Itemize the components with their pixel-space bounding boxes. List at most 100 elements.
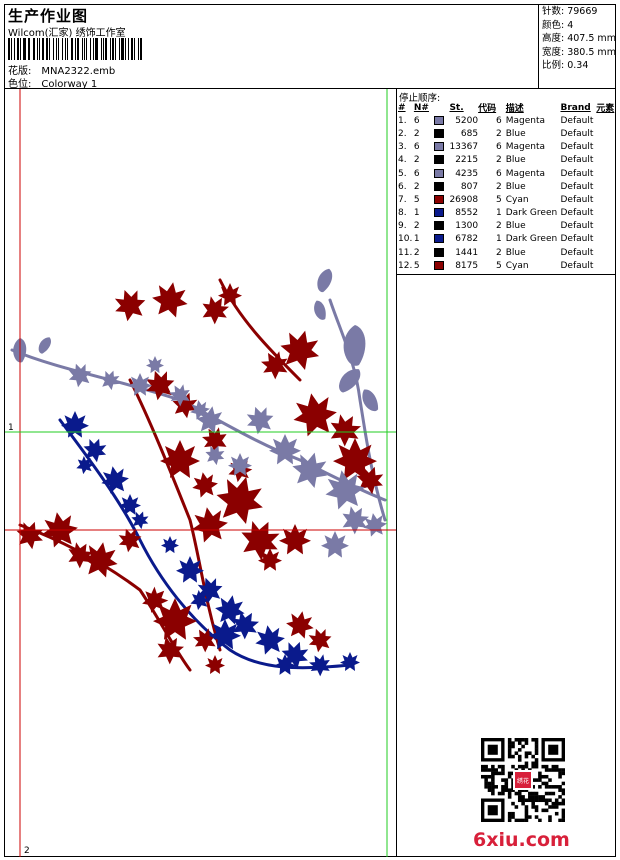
- row-description: Dark Green: [505, 208, 558, 219]
- leaf-stitch-texture: [190, 400, 210, 420]
- qr-module: [548, 778, 552, 782]
- leaf-stitch-texture: [314, 300, 326, 320]
- qr-module: [534, 795, 539, 799]
- leaf-stitch-texture: [202, 296, 229, 325]
- qr-module: [558, 818, 562, 822]
- barcode-bar: [45, 38, 49, 60]
- qr-module: [517, 748, 522, 752]
- qr-module: [528, 795, 532, 799]
- barcode-bar: [93, 38, 95, 60]
- qr-module: [491, 778, 495, 782]
- row-stitches: 5200: [455, 115, 479, 126]
- qr-module: [534, 744, 539, 749]
- barcode-bar: [42, 38, 44, 60]
- row-brand: Default: [560, 128, 594, 139]
- barcode-bar: [55, 38, 58, 60]
- qr-module: [548, 815, 552, 819]
- barcode-bar: [103, 38, 105, 60]
- leaf-stitch-texture: [309, 654, 330, 677]
- barcode-bar: [49, 38, 50, 60]
- qr-module: [531, 778, 535, 782]
- qr-module: [524, 798, 529, 803]
- qr-module: [561, 801, 565, 806]
- row-index: 12.: [398, 260, 413, 271]
- leaf-stitch-texture: [205, 655, 225, 674]
- qr-module: [551, 791, 556, 796]
- qr-module: [548, 785, 552, 789]
- qr-module: [517, 741, 522, 745]
- leaf-stitch-texture: [145, 370, 175, 401]
- qr-module: [544, 791, 549, 796]
- row-brand: Default: [560, 142, 594, 153]
- qr-module: [534, 751, 539, 755]
- leaf-stitch-texture: [119, 494, 141, 515]
- qr-module: [561, 798, 565, 803]
- leaf-stitch-texture: [16, 521, 44, 550]
- main-divider: [396, 88, 397, 857]
- barcode-bar: [27, 38, 29, 60]
- qr-module: [481, 768, 485, 772]
- qr-module: [524, 764, 529, 769]
- qr-module: [561, 771, 565, 776]
- row-description: Blue: [505, 155, 526, 166]
- qr-module: [514, 818, 519, 822]
- page-title: 生产作业图: [8, 7, 89, 25]
- barcode-bar: [140, 38, 142, 60]
- branch-stems: [10, 278, 387, 672]
- row-index: 3.: [398, 142, 407, 153]
- qr-module: [551, 805, 556, 809]
- qr-module: [484, 768, 488, 772]
- leaf-stitch-texture: [215, 595, 245, 625]
- qr-module: [507, 818, 512, 822]
- qr-module: [501, 788, 505, 792]
- table-row: 5. 6 4235 6 Magenta Default: [398, 167, 620, 180]
- qr-module: [521, 798, 525, 803]
- guide-label-1: 1: [8, 423, 14, 433]
- qr-module: [517, 791, 522, 796]
- leaf-stitch-texture: [205, 445, 225, 466]
- qr-module: [534, 748, 539, 752]
- barcode-bar: [33, 38, 35, 60]
- row-description: Magenta: [505, 115, 545, 126]
- qr-module: [484, 785, 488, 789]
- leaf-stitch-texture: [197, 577, 223, 604]
- leaf-stitch-texture: [232, 611, 259, 640]
- qr-module: [524, 788, 529, 792]
- leaf-stitch-texture: [131, 511, 149, 530]
- leaf-stitch-texture: [216, 476, 263, 524]
- qr-module: [517, 798, 522, 803]
- leaf-stitch-texture: [333, 438, 377, 480]
- qr-module: [517, 788, 522, 792]
- qr-module: [534, 758, 539, 762]
- row-needle: 1: [413, 234, 420, 245]
- guide-label-2: 2: [24, 846, 30, 856]
- qr-module: [538, 795, 542, 799]
- col-stitches: St.: [449, 102, 464, 113]
- barcode-bar: [133, 38, 135, 60]
- leaf-stitch-texture: [82, 542, 118, 578]
- leaf-stitch-texture: [68, 542, 93, 569]
- qr-module: [491, 774, 495, 779]
- qr-module: [534, 798, 539, 803]
- barcode-bar: [29, 38, 31, 60]
- qr-module: [544, 781, 549, 786]
- qr-module: [528, 751, 532, 755]
- row-stitches: 1441: [455, 247, 479, 258]
- design-info: 花版: MNA2322.emb: [8, 62, 115, 77]
- qr-module: [538, 771, 542, 776]
- qr-module: [544, 774, 549, 779]
- leaf-shapes: [13, 268, 387, 677]
- leaf-stitch-texture: [161, 536, 179, 554]
- qr-module: [558, 785, 562, 789]
- qr-module: [561, 781, 565, 786]
- qr-module: [524, 808, 529, 813]
- qr-module: [531, 801, 535, 806]
- qr-module: [528, 798, 532, 803]
- qr-module: [538, 778, 542, 782]
- qr-module: [504, 788, 509, 792]
- row-swatch: [430, 259, 450, 272]
- qr-module: [551, 801, 556, 806]
- qr-module: [541, 774, 546, 779]
- row-brand: Default: [560, 155, 594, 166]
- qr-module: [507, 811, 512, 816]
